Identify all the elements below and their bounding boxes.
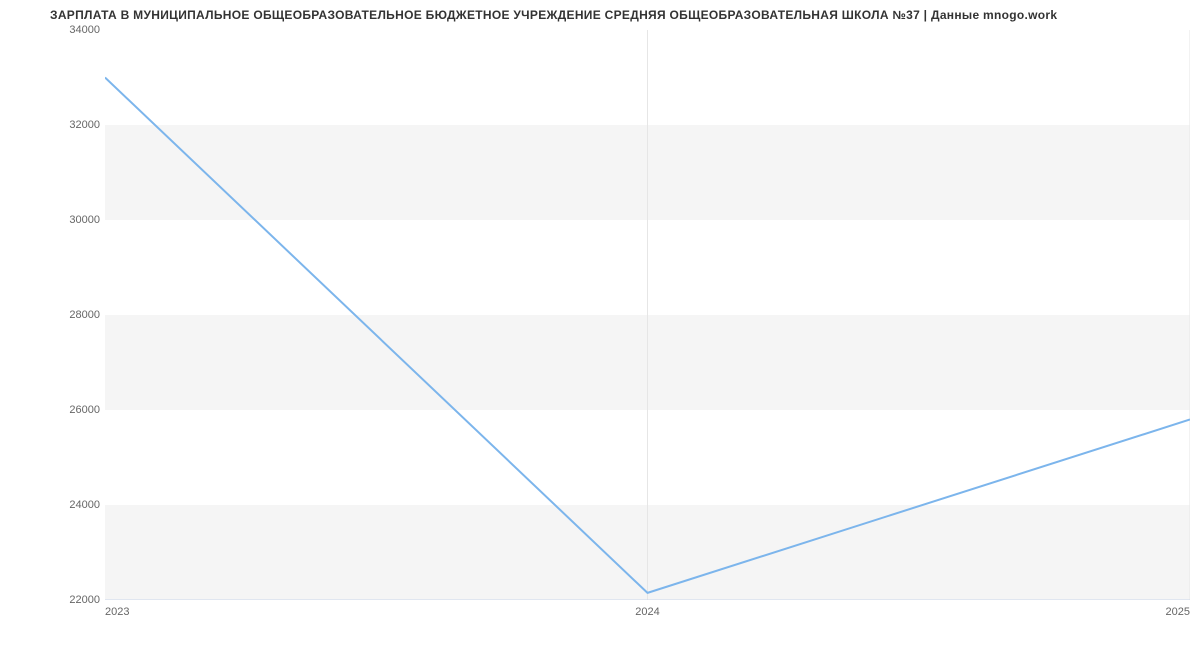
y-axis-tick-label: 34000: [69, 24, 100, 36]
y-axis-tick-label: 32000: [69, 119, 100, 131]
chart-svg: [105, 30, 1190, 600]
x-axis-tick-label: 2024: [635, 606, 659, 618]
y-axis-tick-label: 24000: [69, 499, 100, 511]
y-axis-tick-label: 26000: [69, 404, 100, 416]
chart-plot-area: [105, 30, 1190, 600]
y-axis-tick-label: 28000: [69, 309, 100, 321]
y-axis-tick-label: 30000: [69, 214, 100, 226]
chart-title: ЗАРПЛАТА В МУНИЦИПАЛЬНОЕ ОБЩЕОБРАЗОВАТЕЛ…: [50, 8, 1057, 22]
x-axis-tick-label: 2023: [105, 606, 129, 618]
y-axis-tick-label: 22000: [69, 594, 100, 606]
x-axis-tick-label: 2025: [1166, 606, 1190, 618]
